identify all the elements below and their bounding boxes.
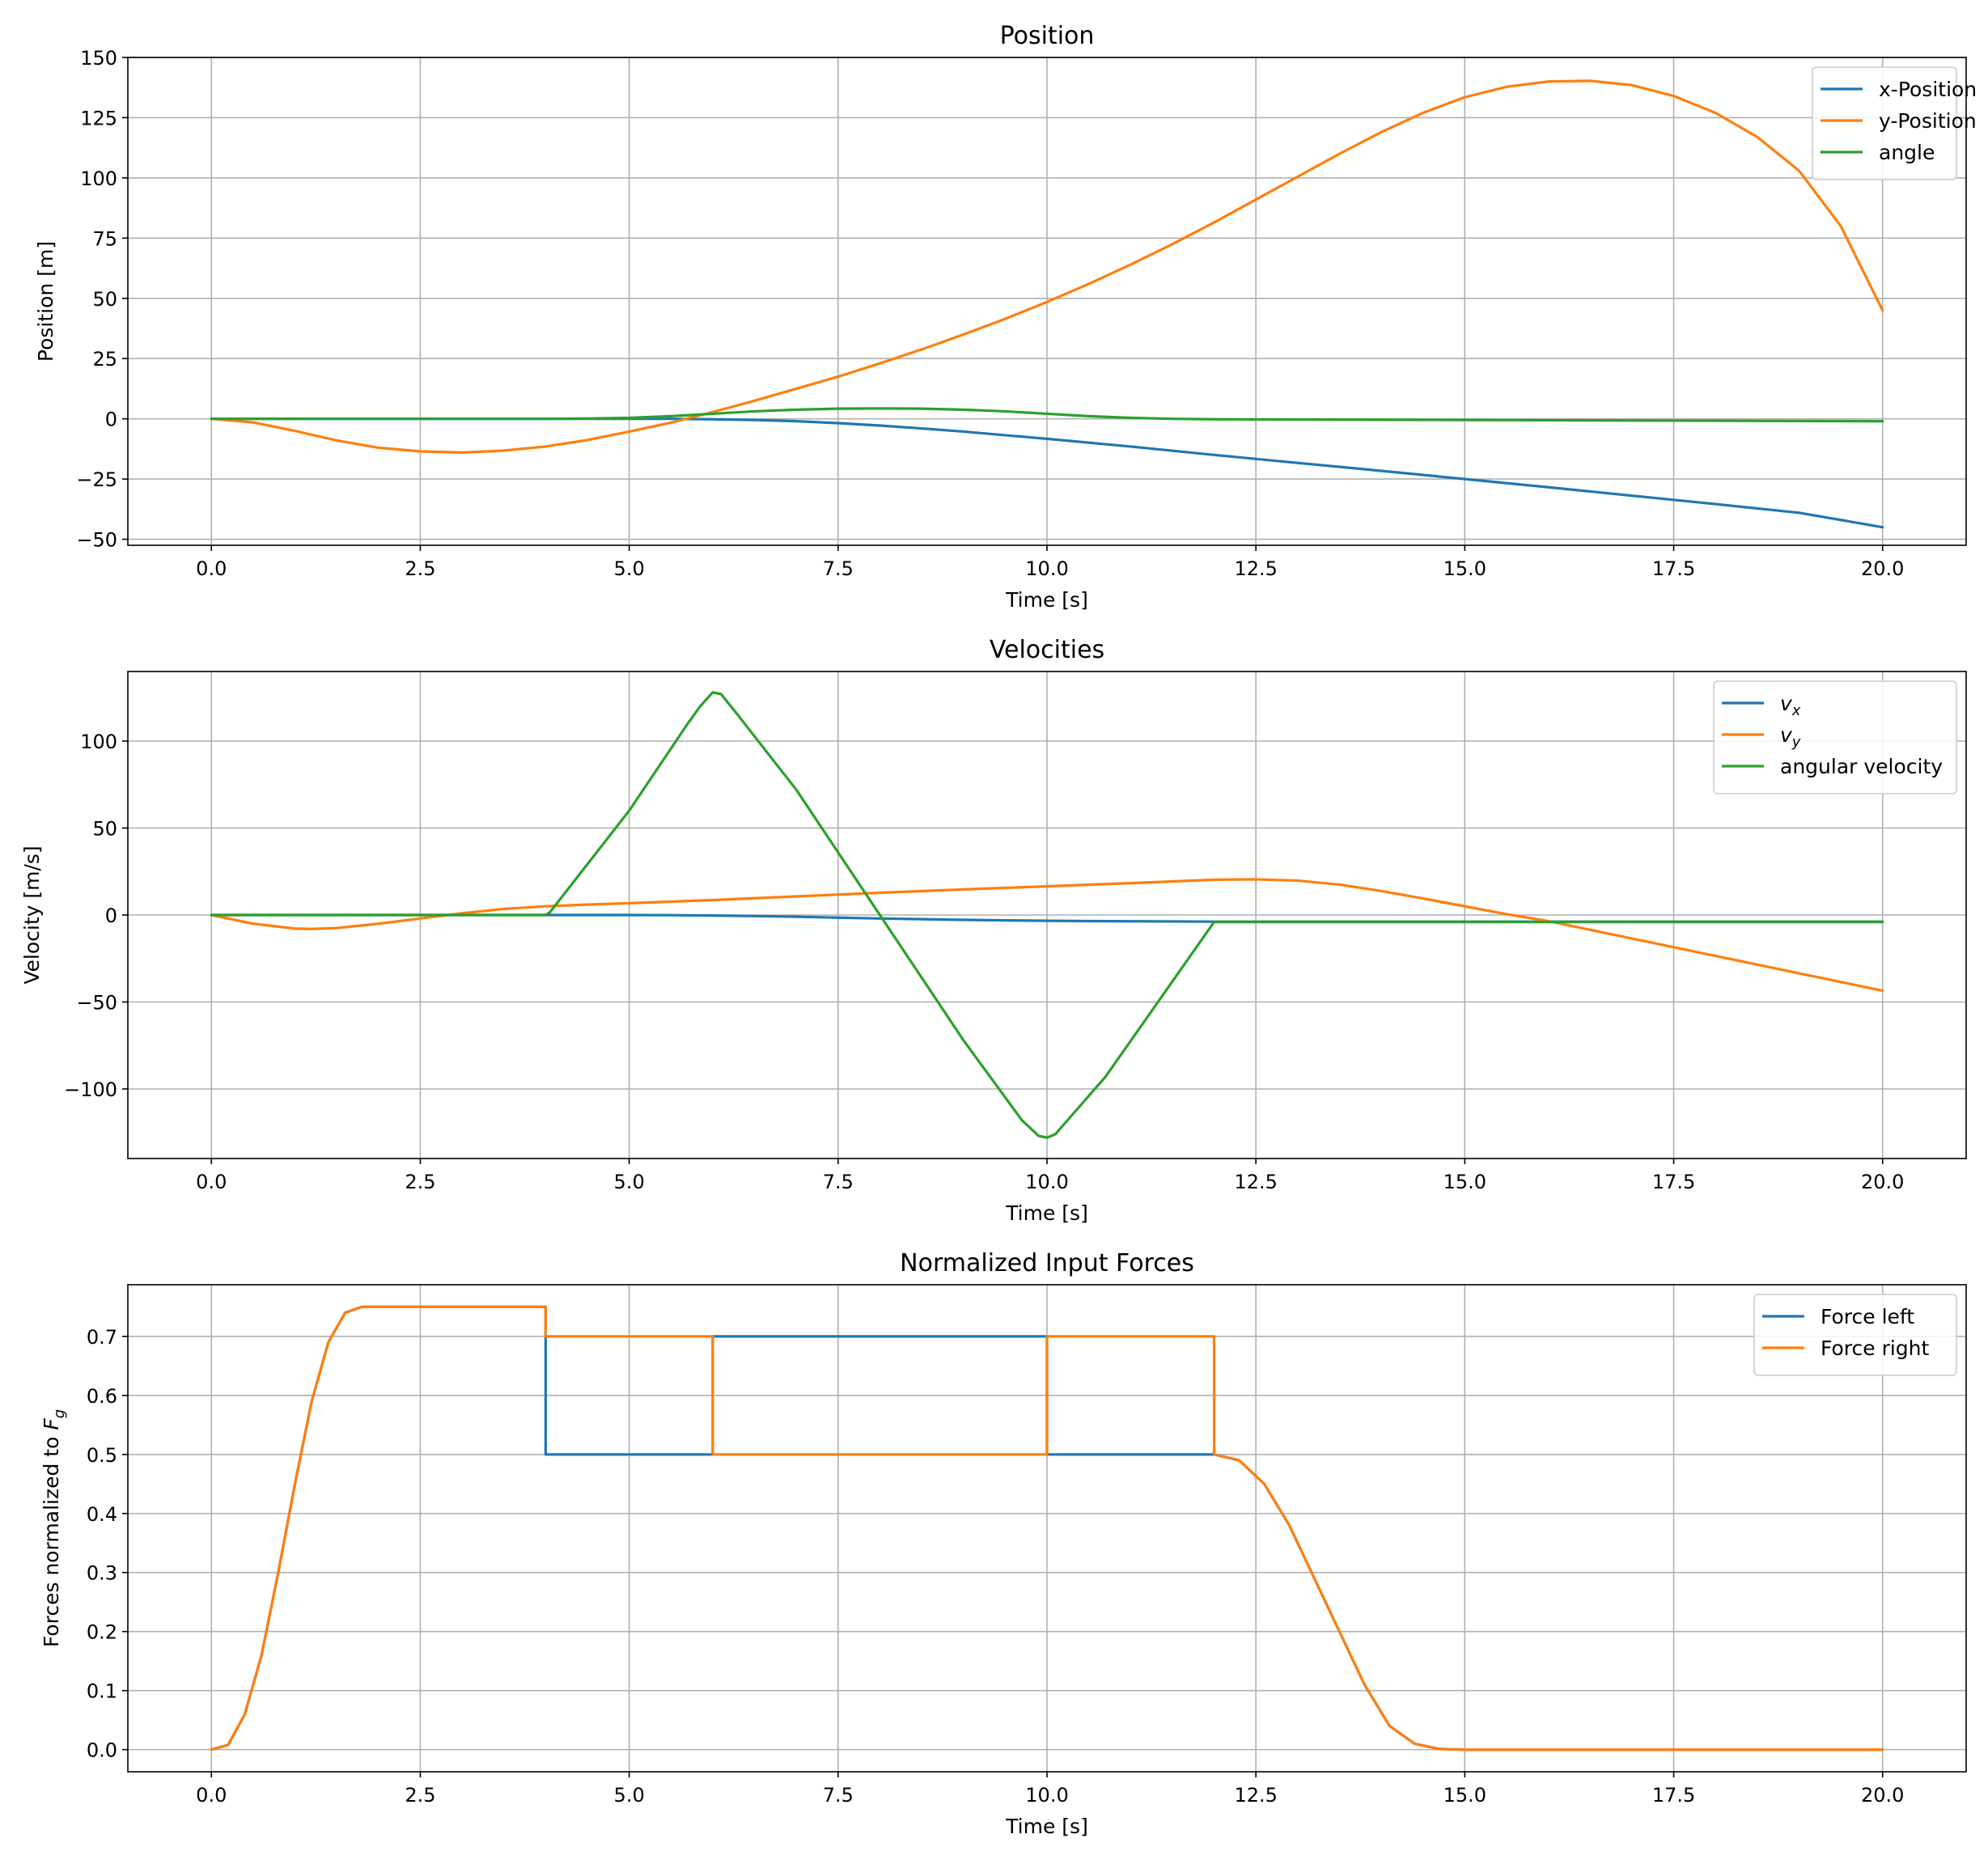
series-line-vx: [210, 913, 1884, 923]
x-tick-label: 17.5: [1652, 557, 1695, 580]
legend-box: [1713, 680, 1957, 794]
y-tick-label: 125: [80, 107, 117, 129]
x-tick-label: 10.0: [1025, 557, 1068, 580]
y-tick-label: 50: [92, 288, 117, 311]
y-tick-label: 0.3: [87, 1562, 117, 1585]
legend-label: y-Position: [1879, 109, 1977, 133]
x-tick-label: 2.5: [405, 1171, 435, 1193]
y-tick-label: 0.6: [87, 1385, 117, 1408]
y-tick-label: −100: [64, 1078, 117, 1101]
x-tick-label: 7.5: [823, 557, 854, 580]
legend-label: x-Position: [1879, 78, 1977, 101]
legend-label: angular velocity: [1780, 755, 1943, 778]
x-tick-label: 15.0: [1443, 1784, 1486, 1807]
x-tick-label: 7.5: [823, 1784, 854, 1807]
x-tick-label: 0.0: [196, 1784, 227, 1807]
chart-3: 0.0 2.5 5.0 7.5 10.0 12.5 15.0 17.5 20.0 0.0 0.1 0.…: [40, 1249, 1967, 1838]
legend: x-Position y-Position angle: [1812, 66, 1977, 180]
x-tick-label: 0.0: [196, 1171, 227, 1193]
x-axis-label: Time [s]: [1005, 1815, 1088, 1838]
x-tick-label: 20.0: [1861, 557, 1904, 580]
y-tick-label: 0.2: [87, 1621, 117, 1644]
y-tick-label: 0: [105, 409, 117, 431]
x-tick-label: 5.0: [614, 1171, 645, 1193]
y-tick-label: 50: [92, 818, 117, 841]
x-tick-label: 5.0: [614, 557, 645, 580]
y-tick-label: 25: [92, 348, 117, 371]
legend-label: Force left: [1821, 1305, 1914, 1328]
x-tick-label: 2.5: [405, 1784, 435, 1807]
chart-1: 0.0 2.5 5.0 7.5 10.0 12.5 15.0 17.5 20.0 −50 −25 0 2…: [34, 22, 1977, 612]
x-tick-label: 7.5: [823, 1171, 854, 1193]
y-tick-label: 0: [105, 904, 117, 927]
x-axis-label: Time [s]: [1005, 588, 1088, 612]
x-tick-label: 20.0: [1861, 1784, 1904, 1807]
y-tick-label: 150: [80, 47, 117, 70]
y-axis-label: Velocity [m/s]: [20, 845, 44, 984]
series-line-Force-right: [210, 1305, 1884, 1752]
x-tick-label: 20.0: [1861, 1171, 1904, 1193]
legend-label: angle: [1879, 141, 1935, 164]
series-line-angular-velocity: [210, 691, 1884, 1139]
y-axis-label: Position [m]: [34, 241, 57, 362]
x-tick-label: 12.5: [1234, 557, 1277, 580]
y-tick-label: 100: [80, 731, 117, 753]
y-tick-label: 100: [80, 167, 117, 190]
y-tick-label: 0.4: [87, 1503, 117, 1526]
x-tick-label: 0.0: [196, 557, 227, 580]
x-tick-label: 10.0: [1025, 1784, 1068, 1807]
x-tick-label: 17.5: [1652, 1171, 1695, 1193]
chart-2: 0.0 2.5 5.0 7.5 10.0 12.5 15.0 17.5 20.0 −100 −50 0…: [20, 636, 1967, 1225]
x-tick-label: 12.5: [1234, 1784, 1277, 1807]
legend: Force left Force right: [1753, 1294, 1957, 1376]
legend-box: [1753, 1294, 1957, 1376]
y-tick-label: 0.7: [87, 1326, 117, 1349]
y-tick-label: −50: [76, 992, 117, 1015]
y-tick-label: 0.1: [87, 1680, 117, 1703]
chart-title: Normalized Input Forces: [900, 1249, 1194, 1277]
y-tick-label: 0.5: [87, 1444, 117, 1467]
x-axis-label: Time [s]: [1005, 1201, 1088, 1225]
legend-label: Force right: [1821, 1337, 1930, 1360]
y-tick-label: −25: [76, 468, 117, 491]
series-line-y-Position: [210, 79, 1884, 454]
series-line-vy: [210, 878, 1884, 993]
legend: vx vy angular velocity: [1713, 680, 1957, 794]
chart-title: Position: [1000, 22, 1095, 50]
y-tick-label: 0.0: [87, 1739, 117, 1762]
x-tick-label: 15.0: [1443, 557, 1486, 580]
legend-label: vx: [1780, 692, 1801, 719]
y-tick-label: −50: [76, 529, 117, 552]
series-line-angle: [210, 407, 1884, 423]
y-tick-label: 75: [92, 227, 117, 250]
chart-title: Velocities: [990, 636, 1104, 664]
x-tick-label: 10.0: [1025, 1171, 1068, 1193]
x-tick-label: 15.0: [1443, 1171, 1486, 1193]
x-tick-label: 12.5: [1234, 1171, 1277, 1193]
x-tick-label: 2.5: [405, 557, 435, 580]
x-tick-label: 17.5: [1652, 1784, 1695, 1807]
x-tick-label: 5.0: [614, 1784, 645, 1807]
y-axis-label: Forces normalized to Fg: [40, 1409, 68, 1647]
legend-label: vy: [1780, 723, 1801, 751]
